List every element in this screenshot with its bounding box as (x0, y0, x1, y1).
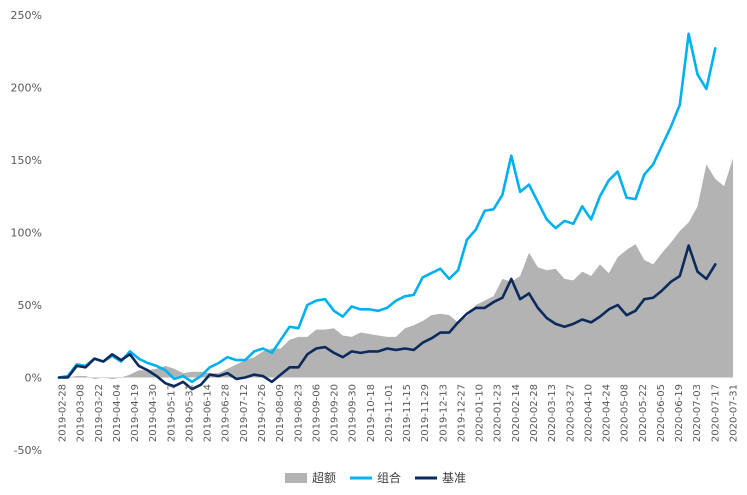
series-area-excess (59, 158, 733, 379)
y-tick-label: 150% (11, 154, 42, 167)
legend-label: 超额 (312, 470, 336, 485)
x-tick-label: 2020-06-05 (656, 384, 667, 442)
x-tick-label: 2020-01-10 (475, 384, 486, 442)
x-tick-label: 2020-06-19 (674, 384, 685, 442)
series-line-portfolio (57, 32, 717, 384)
x-tick-label: 2020-04-10 (583, 384, 594, 442)
x-tick-label: 2020-04-24 (602, 384, 613, 442)
excess-area-layer (59, 158, 733, 379)
x-tick-label: 2019-06-28 (221, 384, 232, 442)
x-tick-label: 2019-12-13 (438, 384, 449, 442)
series-line-benchmark (57, 244, 717, 391)
legend-label: 基准 (442, 471, 466, 485)
y-tick-label: 100% (11, 227, 42, 240)
x-tick-label: 2019-12-27 (456, 384, 467, 442)
x-tick-label: 2019-10-18 (366, 384, 377, 442)
x-tick-label: 2019-07-26 (257, 384, 268, 442)
x-tick-label: 2019-04-30 (148, 384, 159, 442)
x-tick-label: 2019-08-09 (275, 384, 286, 442)
x-tick-label: 2019-08-23 (293, 384, 304, 442)
x-tick-label: 2019-06-14 (203, 384, 214, 442)
x-tick-label: 2020-05-08 (620, 384, 631, 442)
x-tick-label: 2019-11-29 (420, 384, 431, 442)
legend-item: 组合 (350, 470, 401, 485)
x-tick-label: 2020-02-28 (529, 384, 540, 442)
x-tick-label: 2020-07-17 (710, 384, 721, 442)
x-tick-label: 2019-04-04 (112, 384, 123, 442)
legend-label: 组合 (377, 470, 401, 485)
x-tick-label: 2019-07-12 (239, 384, 250, 442)
series-lines-layer (57, 32, 717, 391)
x-tick-label: 2019-02-28 (58, 384, 69, 442)
legend-item: 超额 (285, 470, 336, 485)
x-tick-label: 2020-02-14 (511, 384, 522, 442)
x-tick-label: 2020-01-23 (493, 384, 504, 442)
y-axis-ticks: -50% 0% 50% 100% 150% 200% 250% (11, 9, 42, 457)
x-tick-label: 2020-05-22 (638, 384, 649, 442)
x-tick-label: 2020-07-31 (729, 384, 740, 442)
x-tick-label: 2019-03-08 (76, 384, 87, 442)
y-tick-label: 200% (11, 82, 42, 95)
x-tick-label: 2020-07-03 (692, 384, 703, 442)
x-tick-label: 2019-03-22 (94, 384, 105, 442)
x-tick-label: 2019-09-06 (311, 384, 322, 442)
y-tick-label: 50% (18, 299, 42, 312)
x-tick-label: 2019-09-20 (330, 384, 341, 442)
y-tick-label: 250% (11, 9, 42, 22)
legend-swatch (285, 473, 307, 483)
x-tick-label: 2020-03-13 (547, 384, 558, 442)
x-tick-label: 2019-04-19 (130, 384, 141, 442)
x-axis-ticks: 2019-02-28 2019-03-08 2019-03-22 2019-04-04… (58, 384, 740, 442)
x-tick-label: 2019-05-31 (184, 384, 195, 442)
x-tick-label: 2019-05-17 (166, 384, 177, 442)
x-tick-label: 2020-03-27 (565, 384, 576, 442)
x-tick-label: 2019-11-15 (402, 384, 413, 442)
x-tick-label: 2019-11-01 (384, 384, 395, 442)
legend-item: 基准 (415, 471, 466, 485)
x-tick-label: 2019-09-30 (348, 384, 359, 442)
y-tick-label: -50% (14, 444, 42, 457)
legend: 超额 组合 基准 (285, 470, 466, 485)
y-tick-label: 0% (25, 372, 42, 385)
